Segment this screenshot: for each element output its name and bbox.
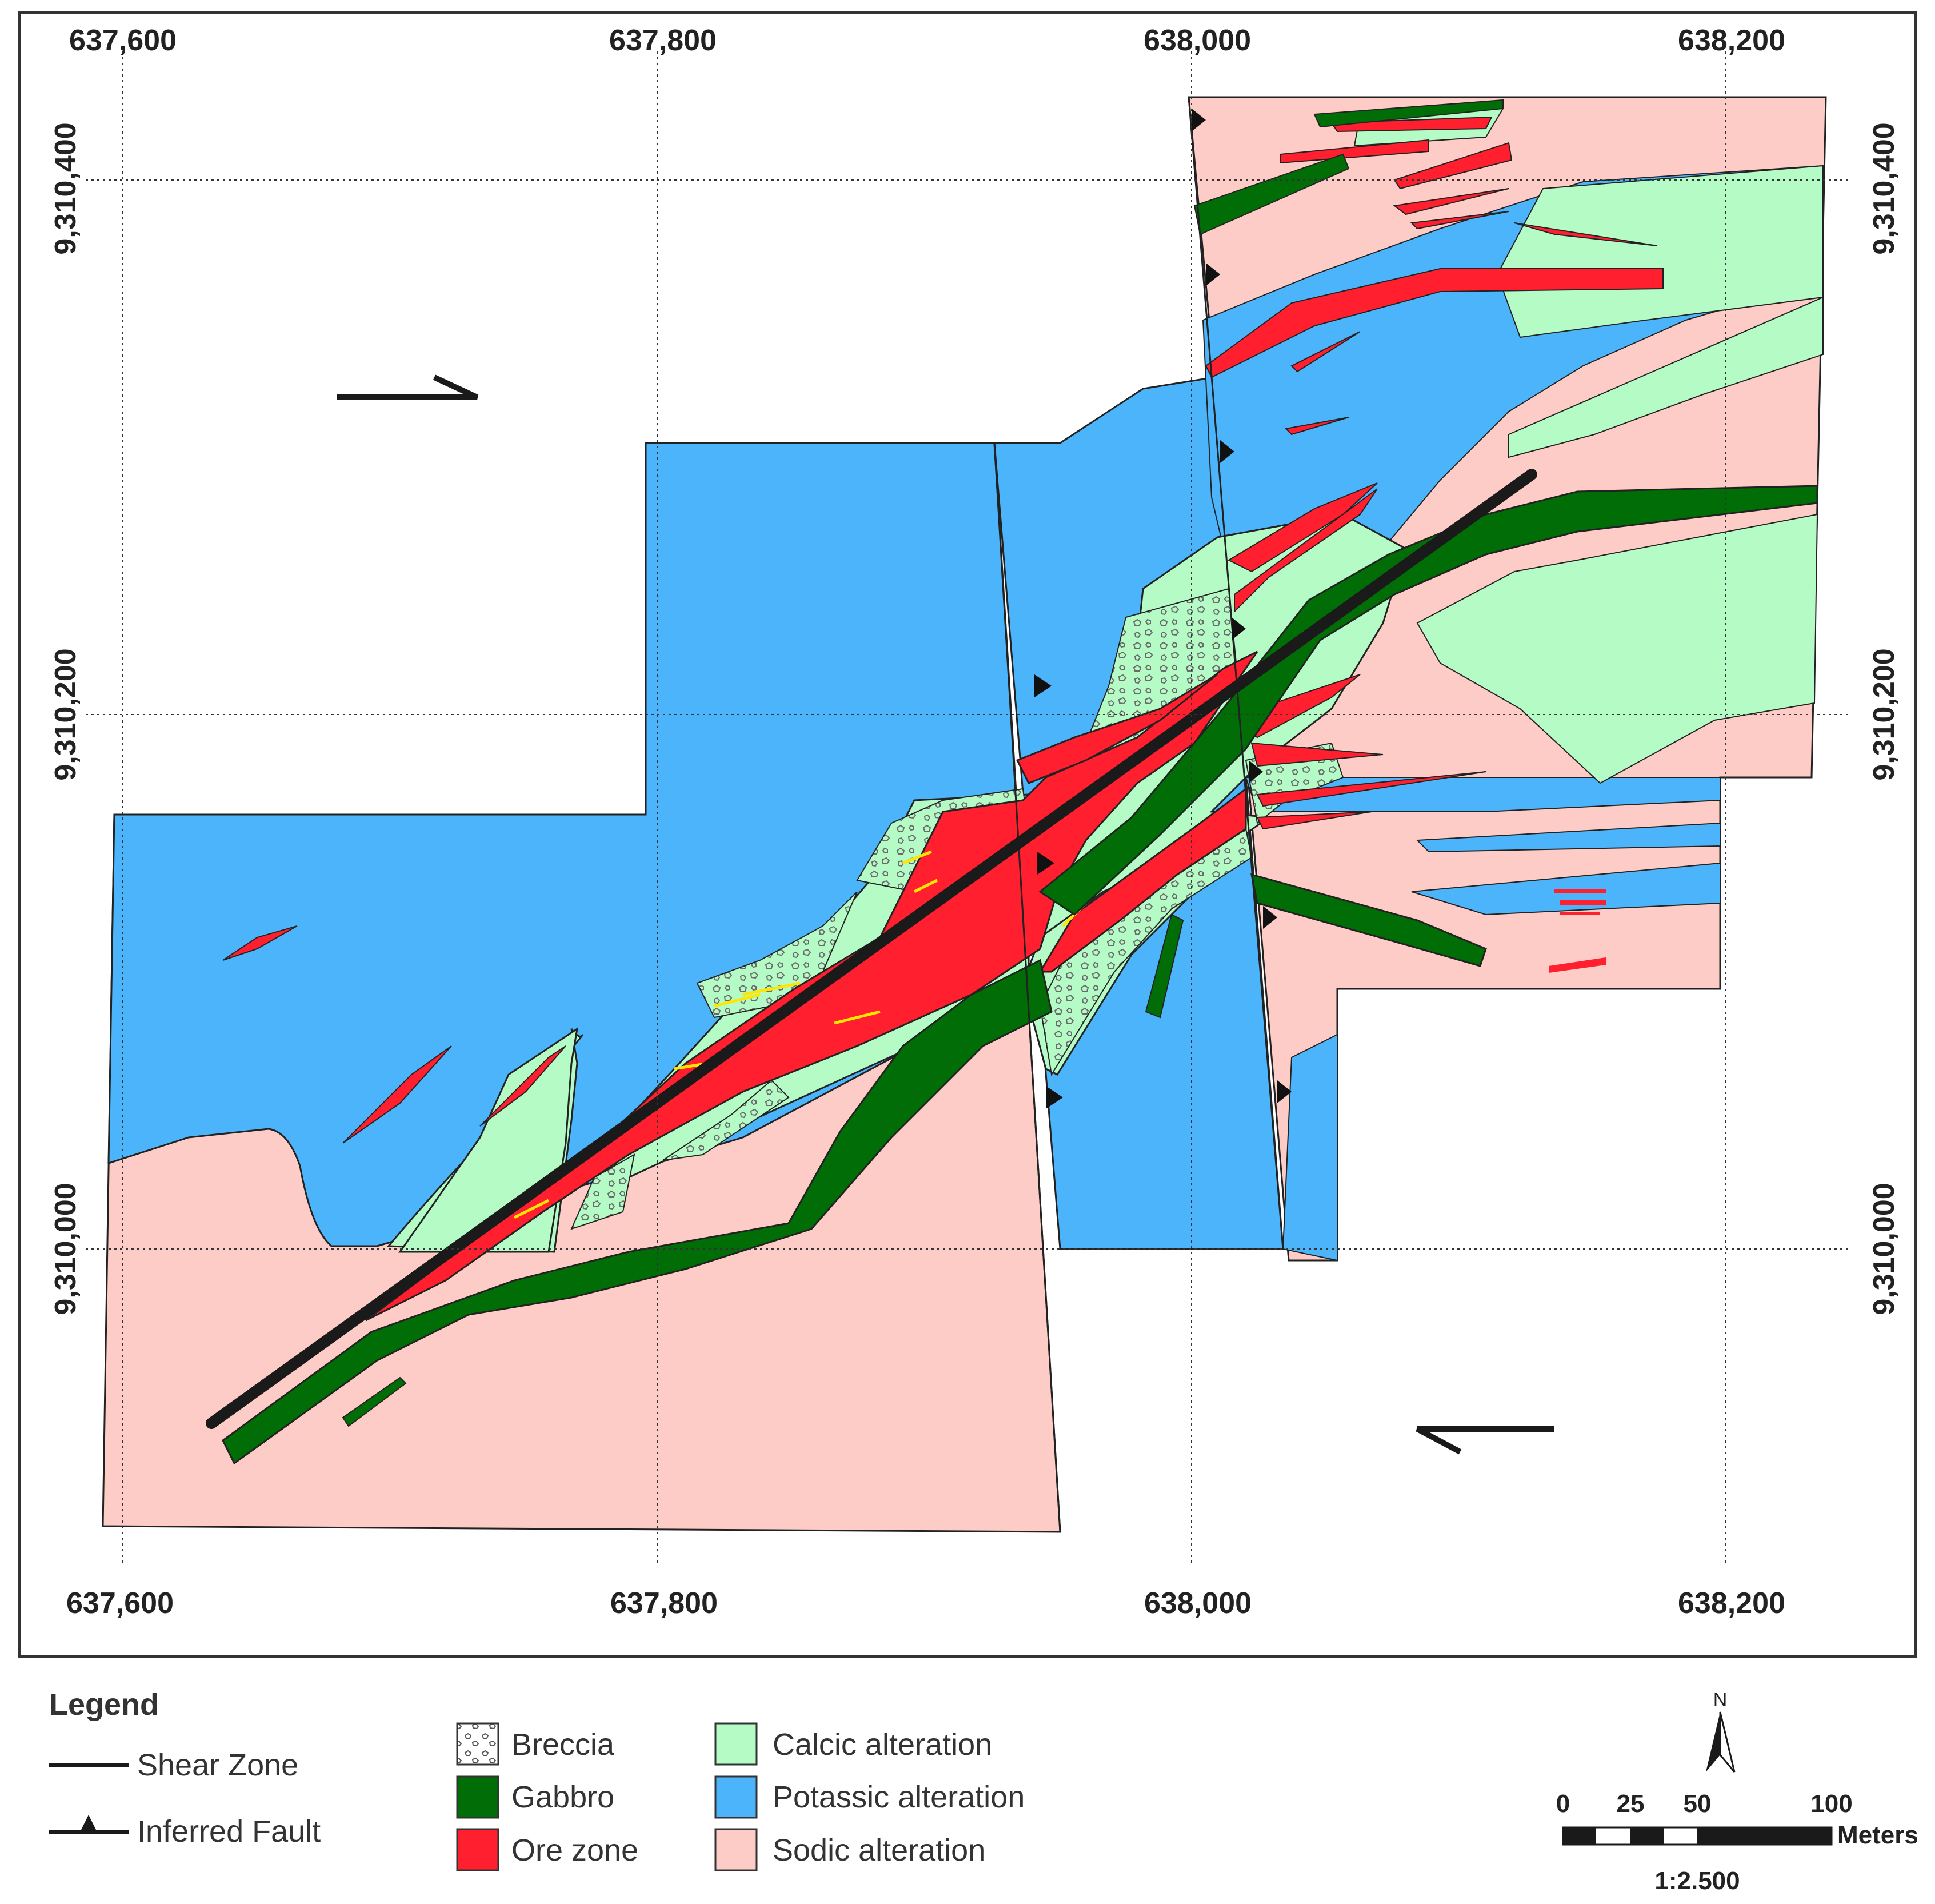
scale-tick-label: 50 xyxy=(1684,1790,1712,1818)
breccia-area xyxy=(570,1153,635,1230)
scale-tick-label: 0 xyxy=(1556,1790,1570,1818)
calcic-alteration-area xyxy=(1508,296,1824,458)
easting-label-bottom: 637,800 xyxy=(610,1587,718,1620)
ore-zone-area xyxy=(1290,331,1361,373)
legend: Legend Shear Zone Inferred Fault Breccia… xyxy=(49,1687,1025,1871)
gabbro-area xyxy=(342,1376,407,1427)
northing-label-left: 9,310,400 xyxy=(49,122,82,254)
ore-zone-area xyxy=(1560,900,1606,905)
potassic-alteration-area xyxy=(1282,1033,1338,1262)
northing-label-right: 9,310,200 xyxy=(1868,648,1901,780)
ore-zone-area xyxy=(1284,417,1349,436)
calcic-alteration-swatch xyxy=(714,1722,758,1766)
easting-label-top: 637,800 xyxy=(609,24,717,57)
ore-zone-area xyxy=(1038,787,1247,973)
easting-label-bottom: 638,000 xyxy=(1144,1587,1252,1620)
sodic-alteration-swatch xyxy=(714,1828,758,1871)
legend-label: Ore zone xyxy=(511,1833,638,1867)
ore-zone-area xyxy=(1250,742,1384,767)
ore-zone-area xyxy=(1205,268,1664,378)
north-arrow-icon xyxy=(1706,1712,1720,1772)
gabbro-area xyxy=(1038,485,1818,916)
easting-label-bottom: 638,200 xyxy=(1678,1587,1785,1620)
ore-zone-area xyxy=(479,1045,566,1127)
legend-label: Potassic alteration xyxy=(773,1780,1025,1814)
ore-zone-area xyxy=(1560,912,1600,915)
scale-unit: Meters xyxy=(1837,1821,1918,1849)
northing-label-left: 9,310,000 xyxy=(49,1183,82,1315)
legend-label: Sodic alteration xyxy=(773,1833,985,1867)
scale-bar: 0 25 50 100 Meters 1:2.500 xyxy=(1556,1790,1918,1895)
coordinate-grid xyxy=(86,51,1852,1566)
easting-label-top: 638,000 xyxy=(1144,24,1251,57)
ore-zone-area xyxy=(342,1045,452,1144)
ore-zone-swatch xyxy=(456,1828,499,1871)
ore-zone-area xyxy=(1330,116,1493,133)
legend-label: Calcic alteration xyxy=(773,1727,992,1762)
easting-label-bottom: 637,600 xyxy=(66,1587,174,1620)
legend-label: Breccia xyxy=(511,1727,615,1762)
scale-tick-label: 100 xyxy=(1810,1790,1852,1818)
breccia-area xyxy=(696,891,858,1019)
easting-label-top: 637,600 xyxy=(69,24,177,57)
ore-zone-area xyxy=(1016,673,1218,784)
legend-label: Gabbro xyxy=(511,1780,614,1814)
ore-zone-area xyxy=(1280,139,1429,164)
northing-label-right: 9,310,000 xyxy=(1868,1183,1901,1315)
ore-zone-area xyxy=(1393,142,1513,190)
ore-zone-area xyxy=(1393,188,1509,215)
gabbro-swatch xyxy=(456,1775,499,1819)
gabbro-area xyxy=(1313,99,1504,128)
gabbro-area xyxy=(1193,153,1350,235)
ore-zone-area xyxy=(1256,771,1486,807)
ore-zone-area xyxy=(1549,957,1606,973)
ore-zone-area xyxy=(1256,811,1372,830)
north-arrow: N xyxy=(1706,1689,1736,1773)
ore-zone-area xyxy=(1410,211,1509,230)
scale-ratio: 1:2.500 xyxy=(1654,1867,1740,1895)
shear-zone-line xyxy=(206,469,1537,1429)
shear-sense-arrow-icon xyxy=(337,374,479,400)
northing-label-right: 9,310,400 xyxy=(1868,122,1901,254)
legend-label: Shear Zone xyxy=(137,1748,298,1782)
inferred-fault-lines xyxy=(993,97,1284,1532)
ore-zone-area xyxy=(1554,889,1606,893)
ore-zone-area xyxy=(1514,222,1658,246)
ore-zone-area xyxy=(1227,482,1378,573)
calcic-alteration-area xyxy=(1416,513,1818,784)
shear-sense-arrow-icon xyxy=(1416,1426,1554,1455)
potassic-alteration-swatch xyxy=(714,1775,758,1819)
breccia-area xyxy=(662,1079,790,1161)
ore-zone-area xyxy=(222,925,298,961)
gabbro-area xyxy=(222,959,1053,1465)
fault-barb-icon xyxy=(80,1815,97,1832)
northing-label-left: 9,310,200 xyxy=(49,648,82,780)
north-label: N xyxy=(1713,1689,1728,1711)
gabbro-area xyxy=(1250,873,1487,967)
legend-label: Inferred Fault xyxy=(137,1814,321,1849)
fault-barb-icons xyxy=(1034,109,1292,1109)
potassic-alteration-area xyxy=(1416,822,1721,853)
legend-title: Legend xyxy=(49,1687,159,1722)
breccia-swatch xyxy=(456,1722,499,1766)
scale-tick-label: 25 xyxy=(1617,1790,1645,1818)
easting-label-top: 638,200 xyxy=(1678,24,1785,57)
gabbro-area xyxy=(1145,913,1184,1019)
